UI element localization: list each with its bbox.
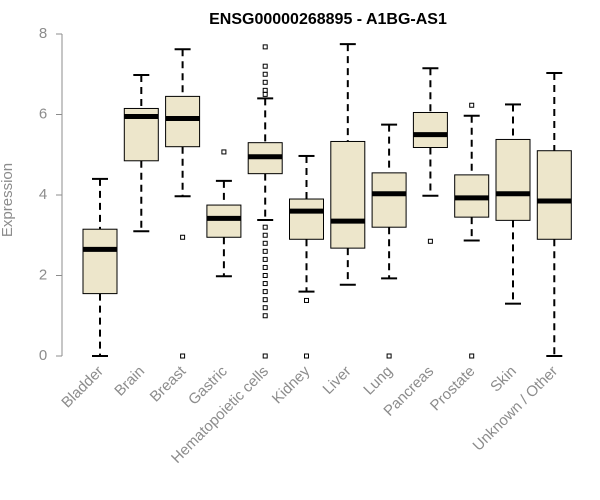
outlier-point — [469, 353, 475, 359]
x-tick-label: Skin — [487, 363, 520, 396]
iqr-box — [206, 204, 242, 238]
outlier-point — [262, 63, 268, 69]
outlier-point — [262, 297, 268, 303]
outlier-point — [386, 353, 392, 359]
box-group — [495, 103, 531, 305]
outlier-point — [262, 273, 268, 278]
outlier-point — [262, 264, 268, 270]
outlier-point — [304, 297, 309, 303]
box-group — [82, 177, 118, 357]
box-group — [454, 102, 490, 359]
outlier-point — [262, 87, 268, 93]
iqr-box — [536, 150, 572, 240]
y-tick-label: 4 — [39, 186, 47, 203]
box-group — [289, 154, 324, 359]
y-axis-label: Expression — [0, 163, 16, 237]
x-tick-label: Brain — [111, 363, 148, 400]
outlier-point — [180, 353, 186, 359]
y-axis-ticks: 0 2 4 6 8 — [39, 25, 62, 364]
outlier-point — [304, 353, 309, 359]
outlier-point — [221, 149, 227, 155]
x-tick-label: Prostate — [427, 363, 479, 415]
iqr-box — [330, 140, 366, 249]
x-tick-label: Liver — [320, 363, 355, 398]
outlier-point — [427, 238, 433, 244]
outlier-point — [262, 256, 268, 262]
outlier-point — [262, 91, 268, 97]
outlier-point — [262, 281, 268, 287]
x-tick-label: Lung — [360, 363, 396, 399]
outlier-point — [262, 248, 268, 254]
outlier-point — [262, 232, 268, 238]
outlier-point — [262, 353, 268, 359]
outlier-point — [469, 102, 475, 108]
y-tick-label: 0 — [39, 347, 47, 364]
box-group — [165, 48, 201, 359]
x-tick-label: Breast — [147, 362, 190, 405]
box-group — [536, 72, 572, 357]
box-group — [206, 149, 242, 278]
boxes-layer — [82, 43, 572, 359]
y-tick-label: 8 — [39, 25, 47, 42]
outlier-point — [262, 79, 268, 85]
x-tick-label: Kidney — [269, 362, 314, 407]
y-tick-label: 2 — [39, 266, 47, 283]
outlier-point — [262, 313, 268, 319]
y-tick-label: 6 — [39, 105, 47, 122]
outlier-point — [262, 44, 268, 50]
box-group — [330, 43, 366, 286]
iqr-box — [289, 198, 324, 240]
outlier-point — [262, 224, 268, 230]
iqr-box — [82, 228, 118, 295]
outlier-point — [262, 289, 268, 295]
outlier-point — [262, 71, 268, 77]
outlier-point — [262, 240, 268, 246]
iqr-box — [371, 172, 407, 228]
box-group — [412, 67, 448, 244]
x-tick-label: Bladder — [58, 363, 107, 412]
box-group — [123, 74, 159, 233]
box-group — [247, 44, 283, 359]
outlier-point — [180, 234, 186, 240]
iqr-box — [412, 111, 448, 149]
iqr-box — [165, 95, 201, 148]
iqr-box — [495, 138, 531, 221]
box-group — [371, 123, 407, 359]
outlier-point — [262, 305, 268, 311]
chart-title: ENSG00000268895 - A1BG-AS1 — [209, 11, 447, 28]
